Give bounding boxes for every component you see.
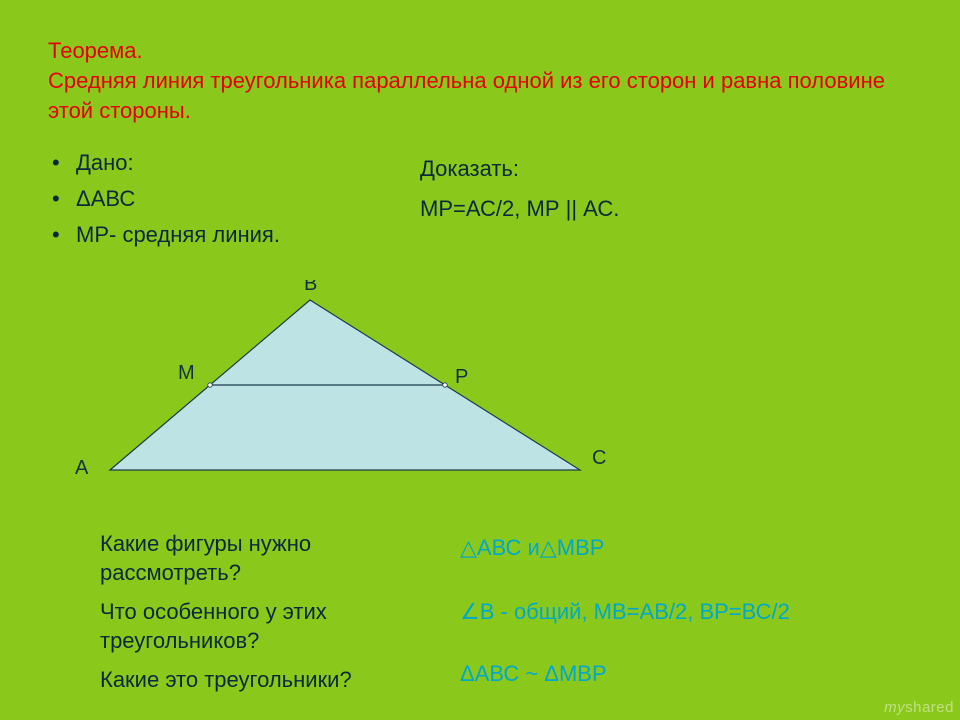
- watermark-my: my: [884, 699, 905, 716]
- answer-1: △АВС и△МВР: [460, 534, 890, 563]
- question-2: Что особенного у этих треугольников?: [100, 598, 430, 655]
- prove-statement: МР=АС/2, МР || АС.: [420, 196, 619, 222]
- given-block: Дано: ΔАВС МР- средняя линия.: [48, 150, 280, 258]
- slide: Теорема. Средняя линия треугольника пара…: [0, 0, 960, 720]
- theorem-text: Средняя линия треугольника параллельна о…: [48, 66, 918, 125]
- triangle-svg: А В С М Р: [50, 280, 630, 510]
- answer-3: ΔАВС ~ ΔМВР: [460, 660, 890, 689]
- given-label: Дано:: [48, 150, 280, 176]
- svg-text:А: А: [75, 457, 89, 479]
- theorem-title: Теорема.: [48, 38, 143, 64]
- watermark-shared: shared: [905, 699, 954, 716]
- given-item-2: МР- средняя линия.: [48, 222, 280, 248]
- watermark: myshared: [884, 699, 954, 716]
- svg-text:М: М: [178, 362, 195, 384]
- prove-label: Доказать:: [420, 156, 619, 182]
- svg-text:В: В: [304, 280, 317, 295]
- svg-text:Р: Р: [455, 366, 468, 388]
- triangle-diagram: А В С М Р: [50, 280, 630, 510]
- question-3: Какие это треугольники?: [100, 666, 430, 695]
- given-item-1: ΔАВС: [48, 186, 280, 212]
- prove-block: Доказать: МР=АС/2, МР || АС.: [420, 156, 619, 236]
- answer-2: ∠В - общий, МВ=АВ/2, ВР=ВС/2: [460, 598, 890, 627]
- svg-text:С: С: [592, 447, 606, 469]
- question-1: Какие фигуры нужно рассмотреть?: [100, 530, 430, 587]
